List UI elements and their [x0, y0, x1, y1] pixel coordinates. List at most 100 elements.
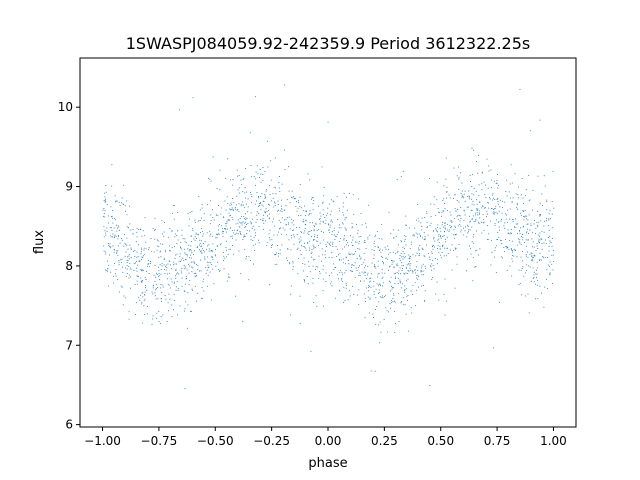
data-point: [373, 293, 375, 295]
data-point: [243, 218, 245, 220]
data-point: [322, 214, 324, 215]
data-point: [300, 245, 302, 247]
data-point: [441, 251, 443, 253]
data-point: [184, 388, 186, 390]
data-point: [379, 342, 380, 344]
data-point: [132, 250, 134, 252]
data-point: [312, 203, 314, 205]
data-point: [487, 202, 489, 204]
data-point: [345, 256, 347, 258]
data-point: [150, 261, 152, 262]
data-point: [482, 222, 484, 224]
data-point: [308, 214, 310, 216]
data-point: [518, 284, 520, 286]
data-point: [533, 277, 535, 279]
data-point: [128, 258, 130, 260]
data-point: [437, 227, 438, 228]
data-point: [202, 233, 204, 235]
data-point: [473, 204, 475, 206]
data-point: [369, 281, 371, 283]
data-point: [163, 264, 165, 266]
data-point: [108, 285, 109, 287]
data-point: [351, 266, 352, 268]
data-point: [373, 285, 375, 287]
data-point: [255, 221, 257, 223]
data-point: [136, 227, 138, 229]
data-point: [549, 272, 551, 274]
data-point: [330, 241, 332, 243]
data-point: [330, 210, 332, 212]
data-point: [229, 208, 231, 210]
data-point: [279, 249, 281, 251]
data-point: [520, 214, 522, 216]
data-point: [418, 276, 420, 278]
data-point: [493, 209, 494, 211]
data-point: [446, 229, 448, 231]
data-point: [121, 266, 123, 268]
data-point: [278, 253, 280, 255]
data-point: [443, 210, 445, 212]
data-point: [438, 252, 440, 254]
data-point: [105, 191, 107, 193]
data-point: [481, 189, 483, 191]
data-point: [486, 158, 488, 160]
data-point: [317, 205, 319, 207]
data-point: [199, 219, 201, 221]
data-point: [367, 272, 369, 274]
data-point: [292, 229, 294, 231]
data-point: [531, 238, 533, 240]
data-point: [200, 270, 202, 272]
data-point: [180, 247, 182, 249]
data-point: [506, 195, 508, 197]
data-point: [537, 226, 539, 228]
data-point: [406, 288, 408, 290]
data-point: [223, 268, 225, 270]
data-point: [128, 311, 130, 313]
data-point: [532, 232, 534, 234]
data-point: [269, 185, 271, 187]
data-point: [418, 233, 420, 235]
data-point: [203, 278, 205, 280]
data-point: [526, 231, 528, 233]
data-point: [304, 230, 306, 232]
data-point: [522, 226, 524, 228]
data-point: [144, 298, 146, 300]
data-point: [213, 283, 215, 285]
data-point: [153, 251, 155, 253]
data-point: [296, 201, 297, 203]
data-point: [180, 270, 182, 272]
data-point: [126, 200, 128, 202]
data-point: [404, 304, 406, 306]
data-point: [412, 254, 414, 256]
data-point: [160, 269, 162, 270]
data-point: [217, 215, 219, 217]
data-point: [263, 201, 265, 202]
data-point: [141, 270, 143, 272]
data-point: [334, 238, 336, 240]
data-point: [193, 253, 194, 255]
data-point: [399, 258, 401, 260]
data-point: [445, 241, 447, 243]
data-point: [154, 238, 156, 240]
data-point: [533, 223, 535, 225]
data-point: [409, 256, 410, 258]
data-point: [390, 233, 392, 234]
data-point: [147, 265, 149, 267]
data-point: [429, 225, 431, 226]
data-point: [543, 231, 545, 233]
data-point: [220, 243, 222, 245]
x-tick-label: 0.00: [315, 434, 342, 448]
data-point: [145, 287, 146, 289]
data-point: [136, 280, 138, 282]
data-point: [534, 283, 536, 285]
data-point: [364, 240, 366, 242]
data-point: [409, 265, 411, 267]
data-point: [116, 224, 117, 226]
data-point: [382, 282, 384, 284]
data-point: [424, 235, 426, 237]
data-point: [318, 278, 320, 280]
data-point: [495, 272, 497, 274]
data-point: [461, 182, 463, 184]
data-point: [149, 266, 151, 268]
data-point: [542, 256, 544, 258]
